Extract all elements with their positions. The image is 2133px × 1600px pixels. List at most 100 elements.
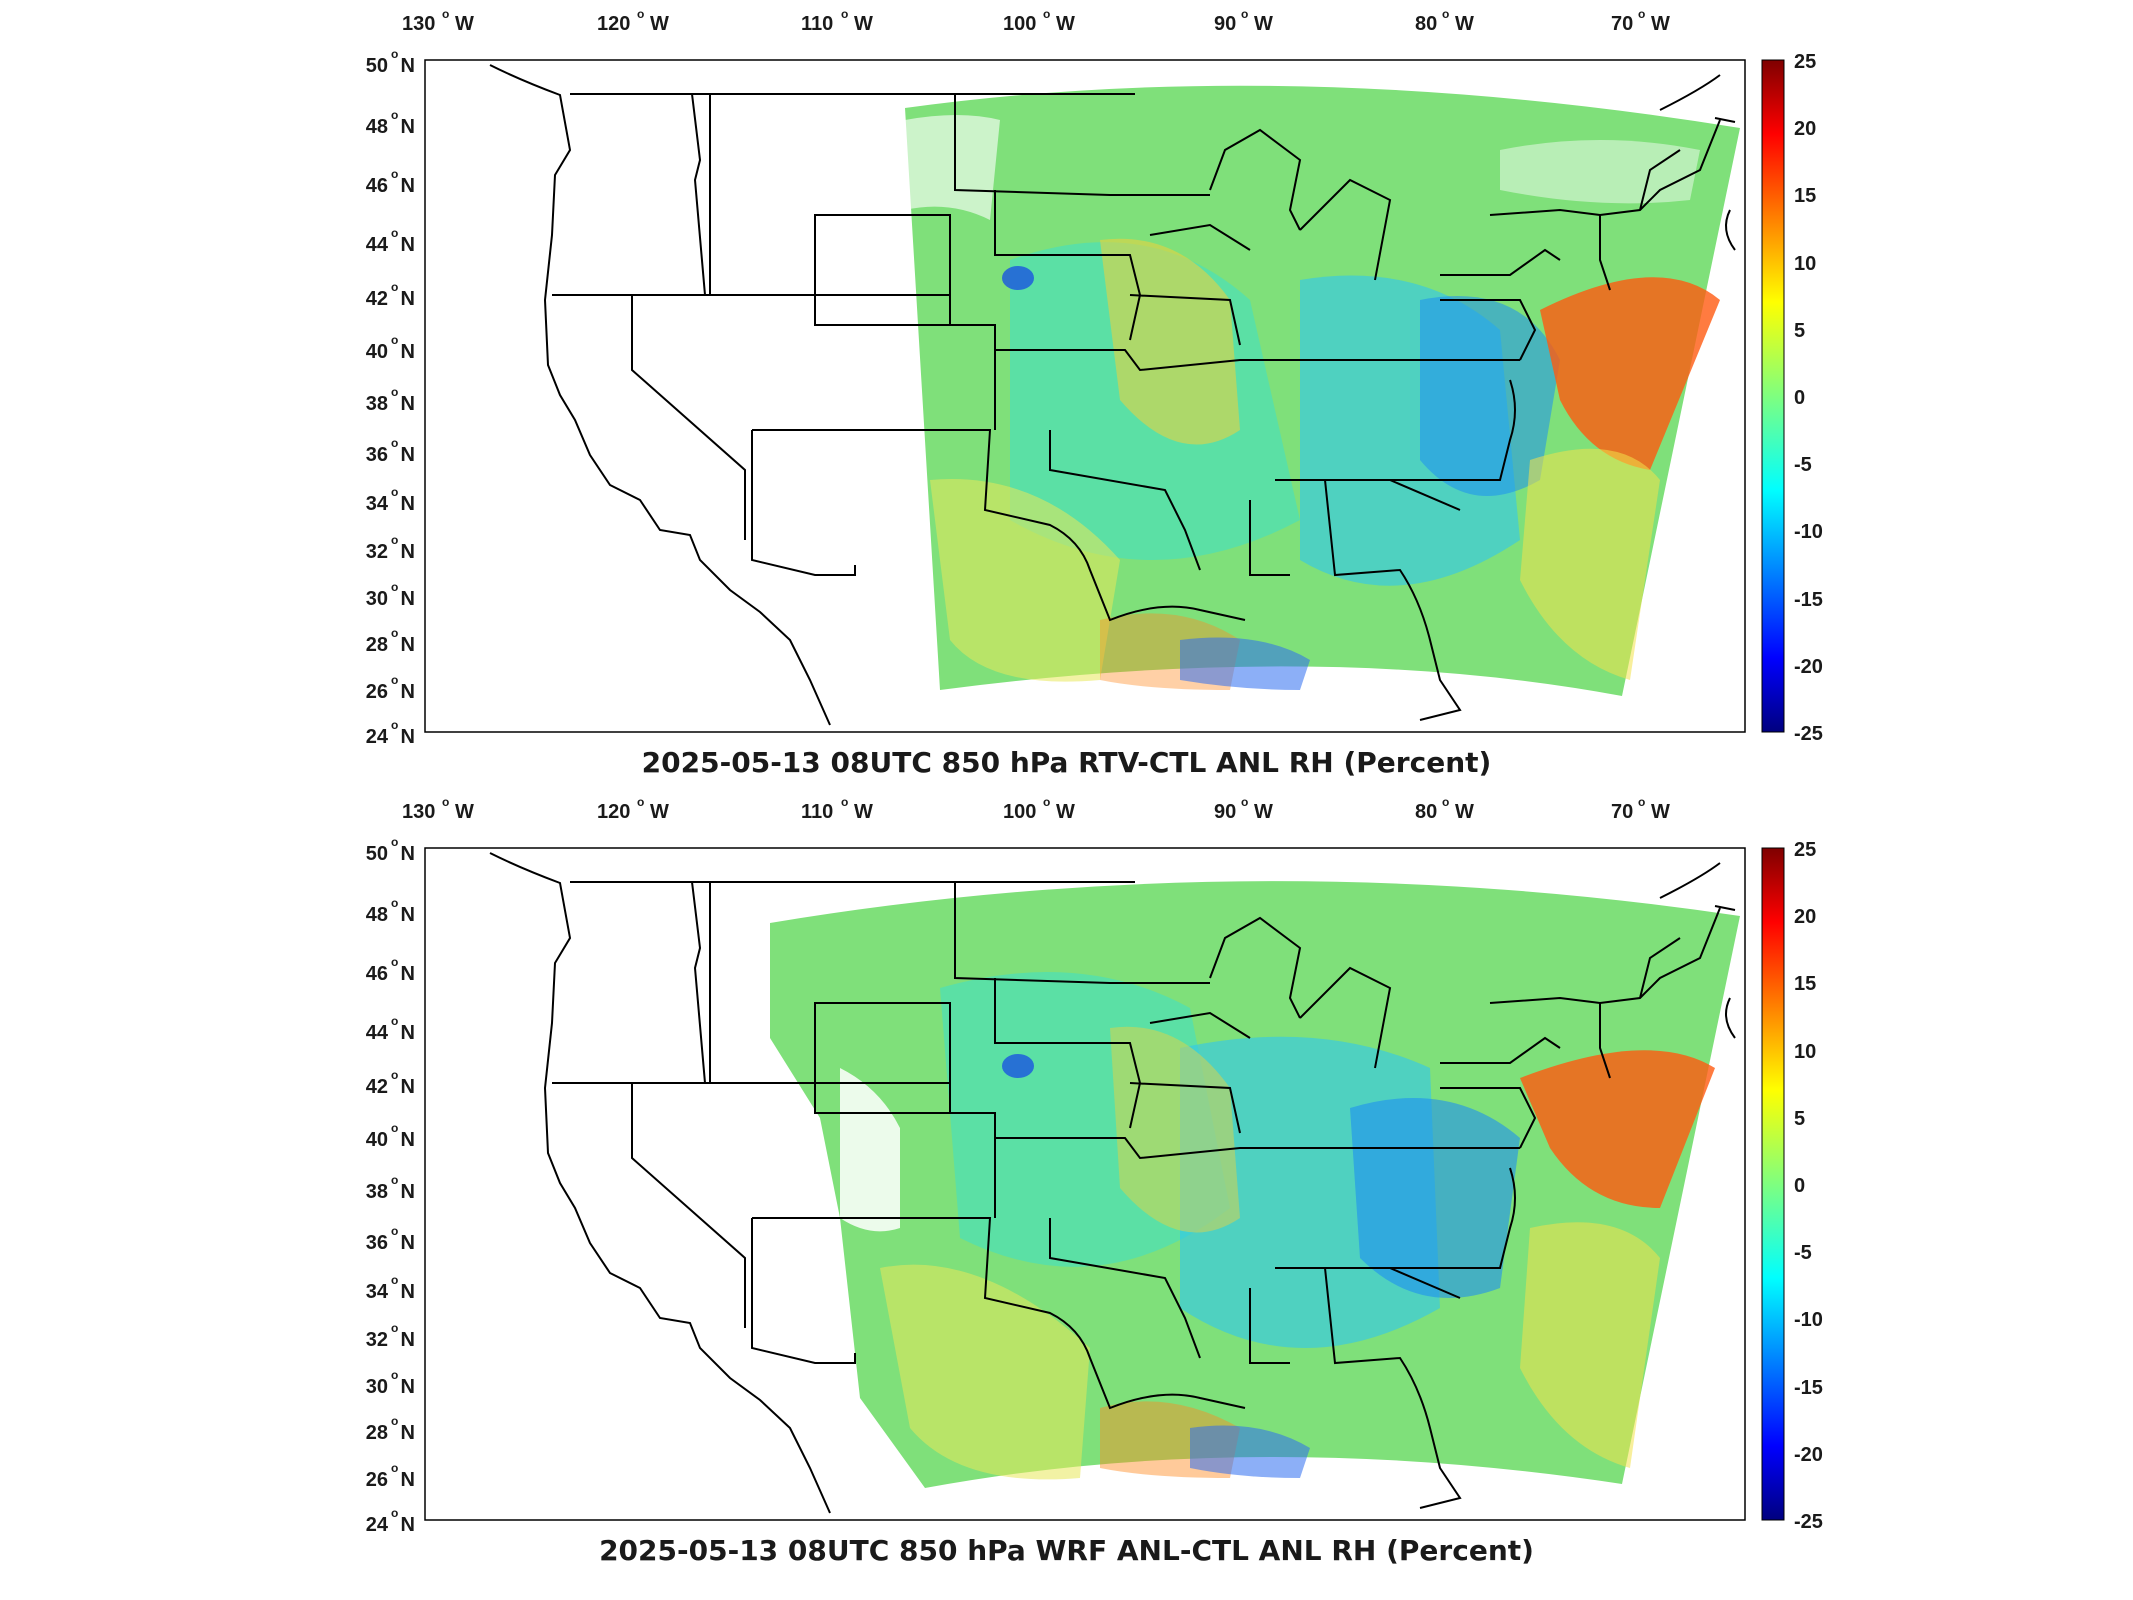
svg-text:N: N — [401, 1422, 415, 1444]
map-frame — [424, 847, 1746, 1521]
svg-text:N: N — [401, 444, 415, 466]
longitude-labels: 130 o W 120 o W 110 o W 100 o W 90 o W 80 o W 70 o W — [402, 795, 1670, 823]
svg-text:o: o — [637, 795, 644, 809]
svg-text:N: N — [401, 843, 415, 865]
svg-text:o: o — [1241, 7, 1248, 21]
svg-text:28: 28 — [366, 1422, 388, 1444]
svg-text:46: 46 — [366, 963, 388, 985]
svg-text:o: o — [1442, 795, 1449, 809]
svg-text:-25: -25 — [1794, 723, 1823, 745]
map-title: 2025-05-13 08UTC 850 hPa RTV-CTL ANL RH … — [641, 746, 1492, 779]
svg-text:46: 46 — [366, 175, 388, 197]
lon-label: 110 — [801, 13, 833, 35]
colorbar — [1761, 847, 1785, 1521]
svg-text:o: o — [391, 533, 398, 547]
rtv-ctl-map-figure: 130 o W 120 o W 110 o W 100 o W 90 o W 80 o W 70 o W 5… — [366, 7, 1823, 748]
svg-text:-25: -25 — [1794, 1511, 1823, 1533]
svg-text:34: 34 — [366, 1281, 389, 1303]
lon-suffix: W — [854, 801, 873, 823]
svg-text:o: o — [391, 333, 398, 347]
svg-text:-10: -10 — [1794, 1309, 1823, 1331]
svg-text:o: o — [391, 1273, 398, 1287]
svg-text:34: 34 — [366, 493, 389, 515]
lon-suffix: W — [1254, 801, 1273, 823]
svg-text:o: o — [391, 1173, 398, 1187]
lon-suffix: W — [1056, 801, 1075, 823]
svg-text:o: o — [391, 1121, 398, 1135]
svg-text:o: o — [1043, 795, 1050, 809]
svg-text:48: 48 — [366, 116, 388, 138]
svg-text:o: o — [1241, 795, 1248, 809]
svg-text:40: 40 — [366, 341, 388, 363]
svg-text:N: N — [401, 341, 415, 363]
lon-label: 100 — [1003, 801, 1036, 823]
svg-text:-5: -5 — [1794, 1242, 1812, 1264]
lon-label: 90 — [1214, 13, 1236, 35]
lon-label: 120 — [597, 801, 630, 823]
svg-text:38: 38 — [366, 1181, 388, 1203]
svg-text:o: o — [391, 280, 398, 294]
lon-suffix: W — [1056, 13, 1075, 35]
lon-label: 80 — [1415, 13, 1437, 35]
svg-text:o: o — [391, 108, 398, 122]
svg-text:-20: -20 — [1794, 1444, 1823, 1466]
svg-text:o: o — [391, 47, 398, 61]
svg-text:o: o — [391, 1461, 398, 1475]
svg-text:N: N — [401, 1181, 415, 1203]
lon-label: 120 — [597, 13, 630, 35]
svg-text:28: 28 — [366, 634, 388, 656]
lon-label: 90 — [1214, 801, 1236, 823]
svg-text:o: o — [391, 718, 398, 732]
svg-text:o: o — [391, 1506, 398, 1520]
svg-text:N: N — [401, 1022, 415, 1044]
lon-suffix: W — [1254, 13, 1273, 35]
svg-text:o: o — [391, 955, 398, 969]
svg-text:10: 10 — [1794, 1041, 1816, 1063]
lon-label: 110 — [801, 801, 833, 823]
rh-difference-field — [905, 85, 1740, 696]
svg-text:N: N — [401, 963, 415, 985]
svg-text:0: 0 — [1794, 1175, 1805, 1197]
lon-label: 70 — [1611, 13, 1633, 35]
svg-text:o: o — [391, 673, 398, 687]
svg-text:38: 38 — [366, 393, 388, 415]
svg-text:N: N — [401, 681, 415, 703]
lon-label: 130 — [402, 13, 435, 35]
lon-label: 130 — [402, 801, 435, 823]
svg-text:-15: -15 — [1794, 589, 1823, 611]
svg-text:o: o — [391, 1368, 398, 1382]
svg-text:N: N — [401, 1281, 415, 1303]
svg-text:42: 42 — [366, 1076, 388, 1098]
svg-text:o: o — [391, 896, 398, 910]
svg-text:N: N — [401, 1329, 415, 1351]
svg-text:48: 48 — [366, 904, 388, 926]
svg-text:N: N — [401, 904, 415, 926]
svg-text:o: o — [442, 7, 449, 21]
rh-difference-field — [770, 881, 1740, 1488]
svg-text:o: o — [1043, 7, 1050, 21]
svg-text:o: o — [391, 436, 398, 450]
svg-text:-15: -15 — [1794, 1377, 1823, 1399]
svg-text:o: o — [391, 835, 398, 849]
svg-text:N: N — [401, 493, 415, 515]
svg-text:10: 10 — [1794, 253, 1816, 275]
svg-text:20: 20 — [1794, 118, 1816, 140]
map-panel-rtv-ctl: 130 o W 120 o W 110 o W 100 o W 90 o W 80 o W 70 o W 5… — [366, 7, 1823, 779]
svg-text:N: N — [401, 726, 415, 748]
colorbar-ticks: 25 20 15 10 5 0 -5 -10 -15 -20 -25 — [1794, 51, 1823, 745]
svg-text:o: o — [391, 1321, 398, 1335]
svg-text:N: N — [401, 55, 415, 77]
state-and-coast-lines — [489, 64, 1736, 726]
svg-text:o: o — [391, 1414, 398, 1428]
lon-label: 80 — [1415, 801, 1437, 823]
svg-text:32: 32 — [366, 1329, 388, 1351]
svg-text:o: o — [637, 7, 644, 21]
svg-text:42: 42 — [366, 288, 388, 310]
latitude-labels: 50 N 48 N 46 N 44 N 42 N 40 N 38 N 36 N 34 N 32 N … — [366, 835, 415, 1536]
lon-suffix: W — [455, 801, 474, 823]
lon-suffix: W — [1651, 801, 1670, 823]
svg-text:N: N — [401, 175, 415, 197]
svg-text:26: 26 — [366, 1469, 388, 1491]
svg-text:20: 20 — [1794, 906, 1816, 928]
svg-text:25: 25 — [1794, 51, 1816, 73]
